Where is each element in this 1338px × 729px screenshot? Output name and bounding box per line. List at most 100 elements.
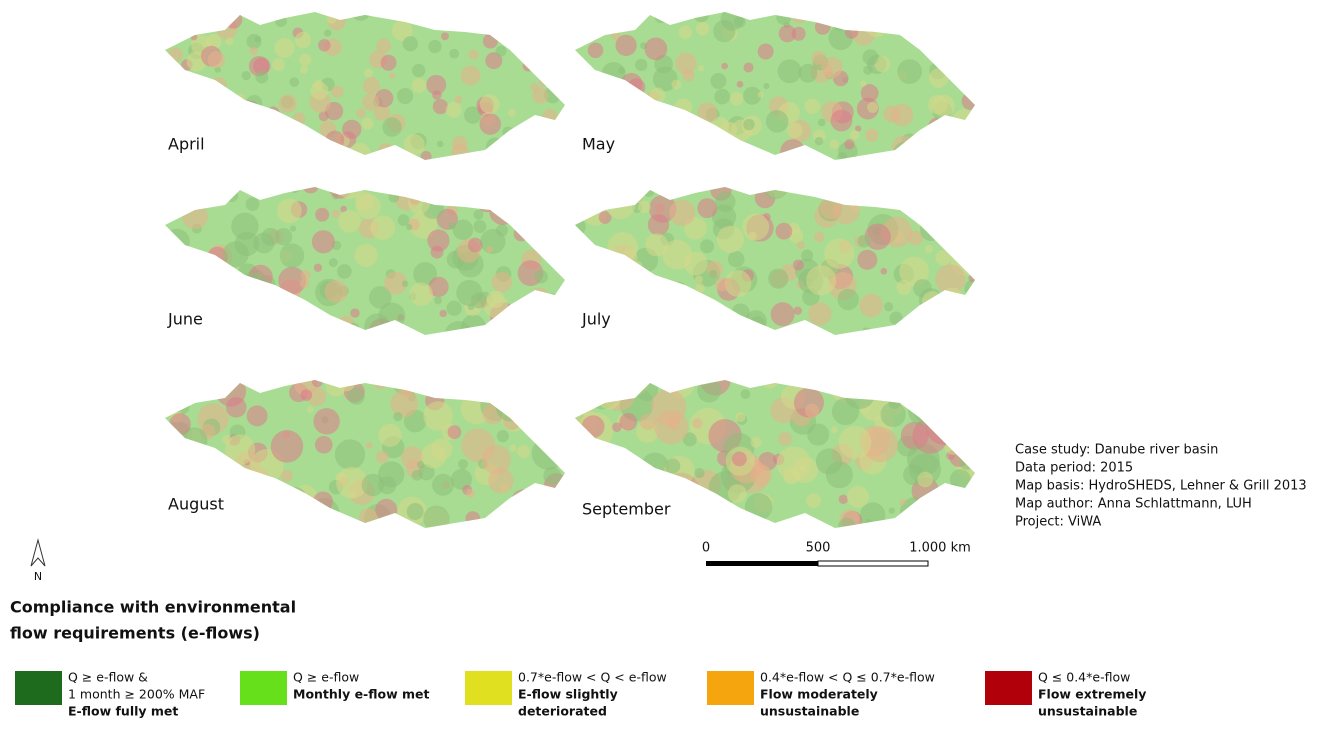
flow-patch [511, 133, 532, 154]
flow-patch [468, 238, 483, 253]
legend-condition: Q ≤ 0.4*e-flow [1038, 670, 1130, 685]
flow-patch [942, 287, 963, 308]
basin-map [566, 174, 981, 342]
flow-patch [175, 399, 190, 414]
flow-patch [815, 19, 831, 35]
flow-patch [541, 502, 574, 535]
flow-patch [242, 71, 251, 80]
flow-patch [599, 279, 615, 295]
flow-patch [884, 302, 893, 311]
flow-patch [937, 124, 960, 147]
flow-patch [293, 112, 306, 125]
flow-patch [833, 197, 860, 224]
flow-patch [865, 224, 891, 250]
flow-patch [721, 63, 728, 70]
flow-patch [797, 241, 805, 249]
flow-patch [362, 94, 379, 111]
flow-patch [158, 237, 173, 252]
flow-patch [315, 436, 333, 454]
flow-patch [318, 39, 330, 51]
flow-patch [231, 277, 259, 305]
flow-patch [920, 131, 934, 145]
flow-patch [780, 139, 805, 164]
flow-patch [427, 229, 449, 251]
flow-patch [362, 118, 374, 130]
flow-patch [495, 180, 514, 199]
flow-patch [701, 134, 721, 154]
flow-patch [816, 448, 842, 474]
flow-patch [745, 493, 772, 520]
legend-label: Monthly e-flow met [293, 687, 430, 702]
flow-patch [231, 322, 247, 338]
flow-patch [437, 141, 444, 148]
flow-patch [262, 291, 289, 318]
flow-patch [649, 88, 665, 104]
flow-patch [208, 51, 225, 68]
flow-patch [604, 252, 614, 262]
flow-patch [547, 366, 576, 395]
flow-patch [523, 138, 540, 155]
flow-patch [671, 79, 681, 89]
flow-patch [397, 88, 413, 104]
flow-patch [295, 32, 311, 48]
flow-patch [896, 280, 911, 295]
flow-patch [935, 386, 964, 415]
flow-patch [602, 62, 626, 86]
flow-patch [382, 117, 401, 136]
flow-patch [272, 58, 285, 71]
flow-patch [944, 437, 962, 455]
scale-label: 500 [806, 541, 831, 556]
flow-patch [497, 430, 509, 442]
flow-patch [579, 244, 591, 256]
flow-patch [300, 278, 310, 288]
flow-patch [381, 55, 397, 71]
legend-swatch [707, 671, 754, 705]
flow-patch [246, 95, 262, 111]
flow-patch [619, 413, 637, 431]
flow-patch [941, 223, 959, 241]
flow-patch [920, 309, 931, 320]
flow-patch [441, 32, 449, 40]
flow-patch [650, 389, 686, 425]
flow-patch [271, 430, 303, 462]
flow-patch [697, 102, 717, 122]
flow-patch [776, 10, 791, 25]
flow-patch [473, 220, 486, 233]
flow-patch [468, 304, 474, 310]
flow-patch [645, 37, 668, 60]
flow-patch [536, 369, 558, 391]
flow-patch [820, 8, 834, 22]
flow-patch [692, 494, 729, 531]
flow-patch [663, 107, 683, 127]
flow-patch [480, 94, 500, 114]
flow-patch [787, 123, 802, 138]
flow-patch [844, 139, 854, 149]
flow-patch [961, 69, 977, 85]
flow-patch [201, 383, 210, 392]
flow-patch [177, 463, 201, 487]
flow-patch [223, 241, 249, 267]
flow-patch [717, 226, 744, 253]
flow-patch [389, 73, 395, 79]
legend-label: E-flow slightly [518, 687, 618, 702]
flow-patch [407, 503, 424, 520]
flow-patch [640, 515, 665, 540]
flow-patch [807, 424, 829, 446]
flow-patch [335, 439, 365, 469]
flow-patch [771, 302, 795, 326]
flow-patch [402, 280, 409, 287]
flow-patch [378, 143, 393, 158]
flow-patch [423, 195, 432, 204]
flow-patch [522, 176, 547, 201]
flow-patch [791, 2, 807, 18]
flow-patch [699, 510, 708, 519]
flow-patch [542, 310, 559, 327]
flow-patch [619, 264, 645, 290]
metadata-line: Data period: 2015 [1015, 461, 1133, 476]
flow-patch [182, 264, 207, 289]
flow-patch [580, 25, 596, 41]
flow-patch [583, 478, 604, 499]
flow-patch [880, 388, 890, 398]
flow-patch [290, 182, 301, 193]
flow-patch [364, 69, 373, 78]
